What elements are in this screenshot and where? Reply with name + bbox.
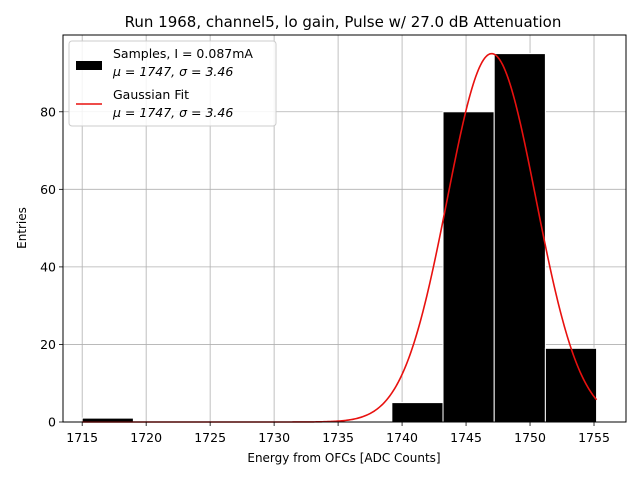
legend-fit-stats: μ = 1747, σ = 3.46 (112, 105, 233, 120)
y-tick-label: 0 (48, 415, 56, 430)
x-tick-label: 1720 (130, 430, 162, 445)
x-tick-label: 1745 (450, 430, 482, 445)
x-tick-label: 1755 (578, 430, 610, 445)
legend-box (68, 40, 277, 127)
legend: Samples, I = 0.087mA μ = 1747, σ = 3.46 … (68, 40, 277, 127)
legend-fit-label: Gaussian Fit (113, 87, 189, 102)
histogram-bar (493, 53, 546, 423)
y-axis-ticks: 0 20 40 60 80 (40, 104, 63, 430)
y-tick-label: 20 (40, 337, 56, 352)
x-tick-label: 1730 (258, 430, 290, 445)
x-tick-label: 1715 (66, 430, 98, 445)
x-tick-label: 1725 (194, 430, 226, 445)
y-tick-label: 60 (40, 182, 56, 197)
y-tick-label: 40 (40, 259, 56, 274)
x-axis-label: Energy from OFCs [ADC Counts] (247, 451, 440, 465)
x-tick-label: 1740 (386, 430, 418, 445)
x-axis-ticks: 1715 1720 1725 1730 1735 1740 1745 1750 1755 (66, 422, 610, 445)
x-tick-label: 1750 (514, 430, 546, 445)
histogram-bar (391, 402, 444, 423)
histogram-bar (442, 111, 495, 423)
legend-samples-stats: μ = 1747, σ = 3.46 (112, 64, 233, 79)
x-tick-label: 1735 (322, 430, 354, 445)
histogram-bar (544, 347, 598, 423)
chart-title: Run 1968, channel5, lo gain, Pulse w/ 27… (125, 13, 562, 31)
legend-samples-swatch (76, 61, 102, 70)
y-tick-label: 80 (40, 104, 56, 119)
y-axis-label: Entries (15, 207, 29, 249)
plot-frame (62, 34, 627, 423)
legend-samples-label: Samples, I = 0.087mA (113, 46, 253, 61)
